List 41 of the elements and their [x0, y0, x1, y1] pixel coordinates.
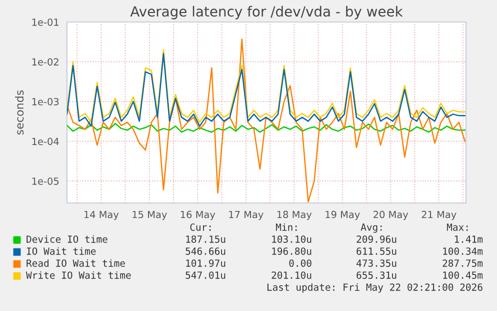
x-tick-label: 19 May [326, 210, 360, 220]
chart-title: Average latency for /dev/vda - by week [130, 6, 403, 20]
text: 0.00 [289, 259, 312, 267]
x-tick-label: 14 May [84, 210, 119, 220]
text: 546.66u [186, 247, 226, 255]
legend-label: Read IO Wait time [26, 259, 125, 267]
text: 611.55u [356, 247, 396, 255]
text: 187.15u [186, 235, 226, 243]
y-tick-label: 1e-05 [32, 178, 59, 185]
x-tick-label: 21 May [422, 210, 456, 220]
text: 196.80u [272, 247, 312, 255]
text: Min: [276, 223, 297, 231]
text: 201.10u [272, 271, 312, 279]
text: 287.75m [442, 259, 483, 267]
y-tick-label: 1e-01 [32, 18, 58, 26]
text: 547.01u [186, 271, 226, 279]
text: Max: [446, 224, 468, 231]
legend-label: IO Wait time [26, 247, 96, 255]
x-tick-label: 15 May [132, 210, 167, 220]
legend-label: Write IO Wait time [26, 271, 131, 279]
y-tick-label: 1e-02 [32, 58, 58, 66]
y-axis-title: seconds [15, 90, 24, 135]
text: 1.41m [454, 236, 483, 243]
y-tick-label: 1e-03 [32, 98, 59, 106]
y-tick-label: 1e-04 [32, 138, 59, 146]
x-tick-label: 17 May [229, 210, 264, 220]
text: Last update: Fri May 22 02:21:00 2026 [267, 283, 482, 293]
x-tick-label: 16 May [180, 210, 216, 220]
text: 473.35u [356, 259, 396, 267]
text: 655.31u [356, 271, 396, 279]
x-tick-label: 20 May [374, 210, 408, 220]
text: Cur: [190, 223, 211, 231]
text: 103.10u [272, 235, 312, 243]
text: 100.45m [443, 271, 483, 279]
text: Avg: [360, 224, 382, 233]
x-tick-label: 18 May [277, 210, 312, 220]
text: 101.97u [186, 259, 226, 267]
legend-label: Device IO time [26, 235, 108, 243]
text: 209.96u [356, 235, 396, 243]
text: 100.34m [443, 247, 483, 255]
line-series [67, 122, 466, 133]
